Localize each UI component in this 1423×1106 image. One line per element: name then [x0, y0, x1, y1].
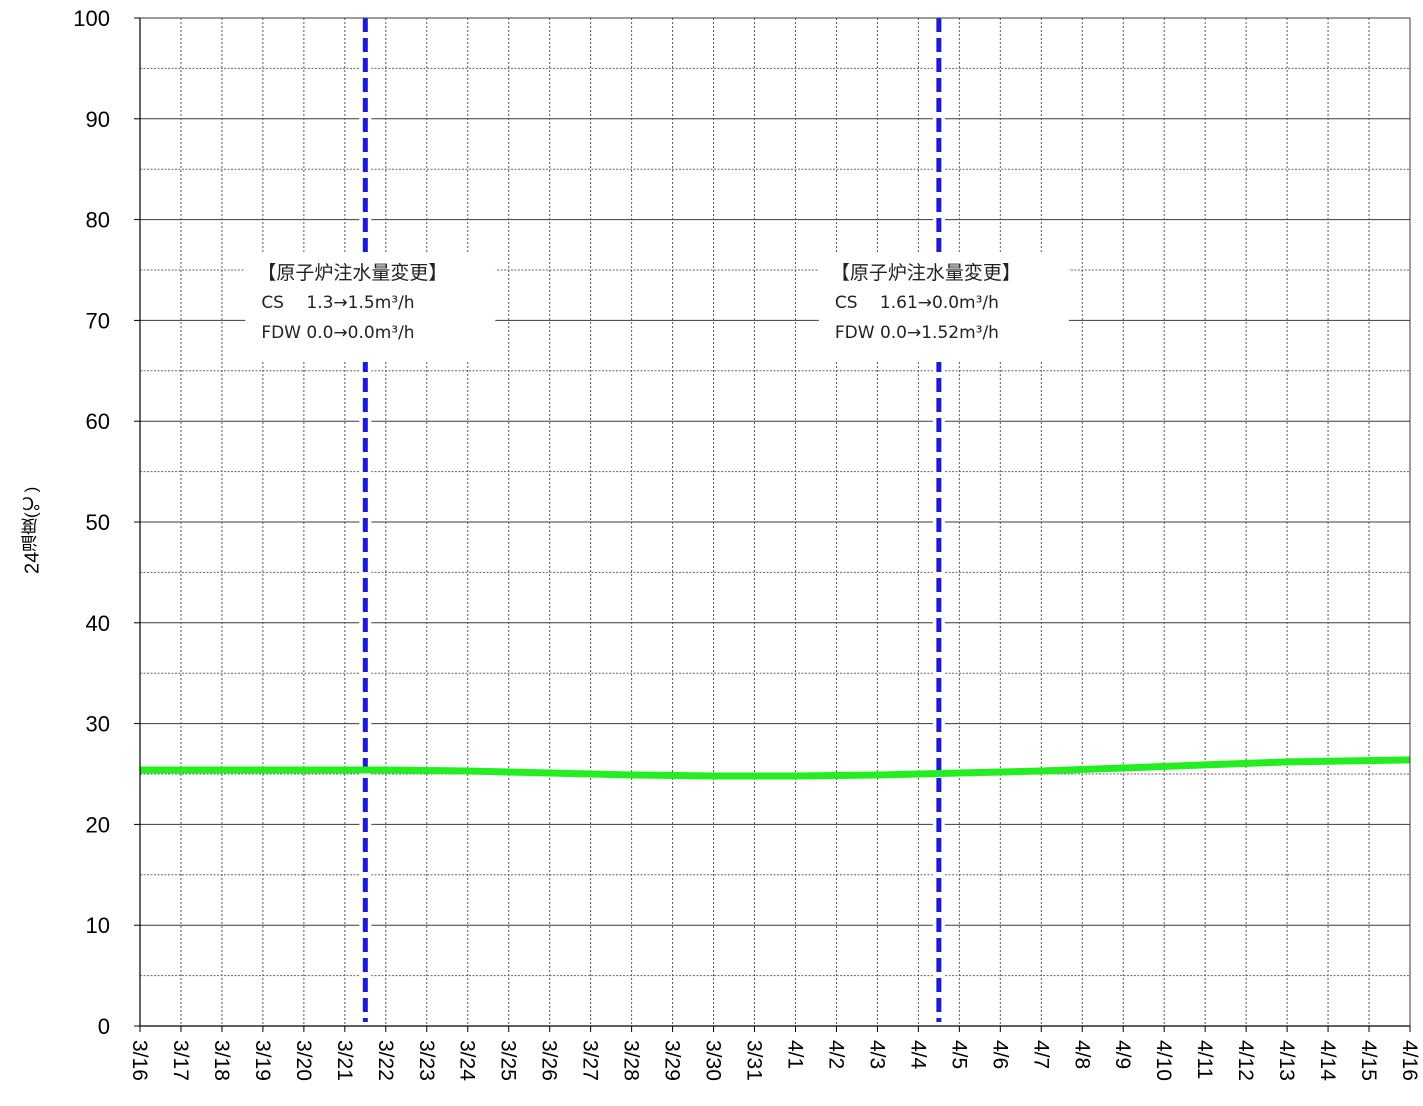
y-tick-label: 0 — [98, 1014, 110, 1039]
x-tick-label: 4/7 — [1029, 1040, 1052, 1069]
series-layer — [139, 756, 1411, 780]
y-tick-label: 70 — [86, 308, 110, 333]
x-tick-label: 4/14 — [1316, 1040, 1339, 1081]
y-axis-label-text: 温度(℃) — [21, 486, 41, 552]
data-point — [303, 769, 305, 771]
data-point — [549, 772, 551, 774]
y-tick-label: 90 — [86, 107, 110, 132]
data-point — [631, 774, 633, 776]
annotation-fdw: FDW 0.0→0.0m³/h — [261, 323, 414, 343]
y-axis-label-number: 24 — [21, 551, 44, 574]
x-tick-label: 3/27 — [579, 1040, 602, 1081]
y-tick-label: 30 — [86, 712, 110, 737]
annotation-cs: CS 1.3→1.5m³/h — [261, 293, 414, 313]
x-tick-label: 4/11 — [1193, 1040, 1216, 1079]
data-point — [221, 769, 223, 771]
data-point — [958, 772, 960, 774]
data-point — [713, 775, 715, 777]
y-tick-label: 80 — [86, 208, 110, 233]
data-point — [794, 775, 796, 777]
x-tick-label: 3/21 — [333, 1040, 356, 1081]
annotation-cs: CS 1.61→0.0m³/h — [835, 293, 999, 313]
annotation-box — [818, 252, 1069, 362]
y-tick-label: 20 — [86, 812, 110, 837]
x-tick-label: 3/16 — [128, 1040, 151, 1081]
y-tick-label: 50 — [86, 510, 110, 535]
x-tick-label: 3/24 — [456, 1040, 479, 1081]
x-tick-label: 4/12 — [1234, 1040, 1257, 1081]
x-tick-label: 3/31 — [743, 1040, 766, 1081]
x-tick-label: 3/17 — [169, 1040, 192, 1081]
x-tick-label: 3/29 — [661, 1040, 684, 1081]
series-line — [140, 756, 1411, 780]
annotation-box — [245, 252, 496, 362]
x-tick-label: 4/5 — [947, 1040, 970, 1069]
y-axis-label: 24 温度(℃) — [8, 470, 58, 590]
x-tick-label: 3/22 — [374, 1040, 397, 1081]
x-tick-label: 4/4 — [906, 1040, 929, 1070]
annotation-title: 【原子炉注水量変更】 — [831, 262, 1021, 284]
data-point — [467, 770, 469, 772]
x-tick-label: 3/18 — [210, 1040, 233, 1081]
data-point — [1040, 770, 1042, 772]
x-tick-label: 3/30 — [702, 1040, 725, 1081]
annotation-title: 【原子炉注水量変更】 — [257, 262, 447, 284]
x-tick-label: 4/2 — [824, 1040, 847, 1069]
x-tick-label: 4/8 — [1070, 1040, 1093, 1069]
data-point — [1122, 767, 1124, 769]
grid — [140, 17, 1411, 1027]
x-tick-label: 4/13 — [1275, 1040, 1298, 1081]
y-tick-label: 100 — [73, 6, 110, 31]
annotations: 【原子炉注水量変更】 CS 1.3→1.5m³/h FDW 0.0→0.0m³/h 【… — [245, 252, 1069, 362]
data-point — [385, 769, 387, 771]
x-tick-label: 4/16 — [1398, 1040, 1421, 1081]
x-tick-label: 3/23 — [415, 1040, 438, 1081]
x-tick-label: 4/3 — [865, 1040, 888, 1069]
x-tick-label: 4/9 — [1111, 1040, 1134, 1069]
event-lines — [359, 18, 945, 1022]
y-tick-label: 40 — [86, 611, 110, 636]
x-tick-label: 4/1 — [783, 1040, 806, 1069]
x-tick-label: 3/26 — [538, 1040, 561, 1081]
axes: 0 10 20 30 40 50 60 70 80 90 100 3/16 3/17 3/18 3/19 3/… — [73, 6, 1421, 1081]
x-tick-label: 3/20 — [292, 1040, 315, 1081]
data-point — [1204, 764, 1206, 766]
x-tick-label: 3/25 — [497, 1040, 520, 1081]
x-tick-label: 3/19 — [251, 1040, 274, 1081]
x-tick-label: 3/28 — [620, 1040, 643, 1081]
data-point — [876, 774, 878, 776]
annotation-fdw: FDW 0.0→1.52m³/h — [835, 323, 999, 343]
data-point — [1286, 761, 1288, 763]
x-tick-label: 4/6 — [988, 1040, 1011, 1069]
x-tick-label: 4/15 — [1357, 1040, 1380, 1081]
y-tick-label: 60 — [86, 409, 110, 434]
y-tick-label: 10 — [86, 913, 110, 938]
x-tick-label: 4/10 — [1152, 1040, 1175, 1081]
